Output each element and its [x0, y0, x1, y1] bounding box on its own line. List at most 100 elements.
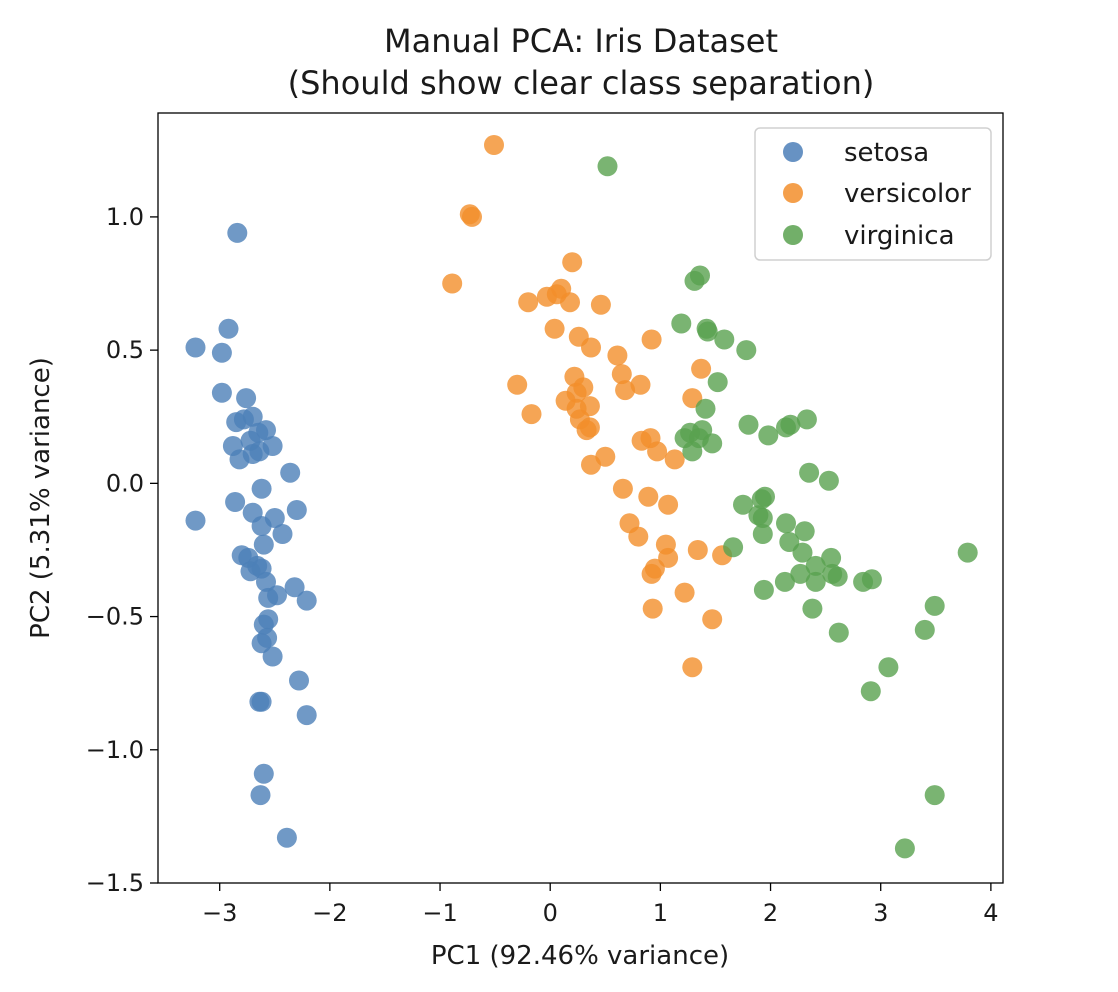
point-virginica-5: [697, 321, 718, 342]
point-versicolor-9: [560, 292, 580, 313]
point-versicolor-35: [664, 449, 685, 470]
point-versicolor-48: [641, 563, 662, 584]
point-versicolor-50: [642, 598, 663, 619]
point-versicolor-14: [581, 337, 601, 358]
point-setosa-19: [225, 492, 246, 512]
point-virginica-48: [828, 622, 849, 643]
point-setosa-25: [272, 524, 293, 544]
legend-frame: [754, 127, 992, 261]
point-virginica-21: [799, 462, 820, 483]
point-versicolor-37: [581, 454, 601, 475]
point-setosa-16: [229, 449, 250, 470]
point-versicolor-2: [462, 206, 482, 227]
point-setosa-46: [253, 763, 274, 784]
point-virginica-47: [914, 619, 935, 640]
point-versicolor-31: [579, 417, 600, 438]
legend-marker-virginica: [783, 225, 803, 245]
point-versicolor-16: [611, 364, 632, 385]
point-setosa-8: [226, 412, 247, 433]
point-setosa-2: [185, 337, 206, 358]
point-versicolor-29: [521, 404, 542, 425]
point-virginica-11: [758, 425, 779, 446]
y-tick-label-4: 0.5: [106, 336, 144, 364]
point-virginica-20: [682, 441, 703, 462]
y-tick-label-3: 0.0: [106, 469, 144, 497]
chart-title: Manual PCA: Iris Dataset: [384, 22, 778, 60]
x-tick-label-4: 1: [653, 899, 668, 927]
point-versicolor-12: [544, 318, 565, 339]
point-versicolor-22: [615, 380, 636, 401]
point-virginica-50: [860, 681, 881, 702]
point-virginica-36: [790, 563, 811, 584]
x-tick-label-2: −1: [422, 899, 457, 927]
point-setosa-5: [236, 388, 257, 409]
x-tick-label-0: −3: [202, 899, 237, 927]
point-setosa-1: [218, 318, 239, 339]
point-virginica-43: [753, 579, 774, 600]
point-virginica-13: [780, 414, 801, 435]
point-setosa-26: [253, 534, 274, 555]
point-virginica-9: [695, 398, 716, 419]
point-virginica-51: [924, 785, 945, 806]
point-virginica-46: [802, 598, 823, 619]
legend-marker-versicolor: [783, 183, 803, 203]
point-versicolor-49: [674, 582, 695, 603]
point-virginica-44: [957, 542, 978, 563]
y-tick-label-5: 1.0: [106, 203, 144, 231]
point-virginica-14: [796, 409, 817, 430]
point-versicolor-10: [590, 294, 611, 315]
point-virginica-27: [752, 508, 773, 528]
y-tick-label-0: −1.5: [86, 869, 144, 897]
point-versicolor-39: [638, 486, 659, 507]
point-setosa-43: [296, 705, 317, 726]
point-setosa-34: [284, 577, 305, 598]
point-setosa-32: [256, 571, 276, 592]
point-setosa-40: [251, 633, 272, 654]
point-setosa-42: [289, 670, 309, 691]
y-tick-label-2: −0.5: [86, 603, 144, 631]
point-virginica-28: [776, 513, 796, 534]
point-virginica-45: [924, 595, 945, 616]
point-setosa-21: [286, 500, 307, 520]
point-virginica-2: [684, 270, 705, 291]
y-tick-label-1: −1.0: [86, 736, 144, 764]
point-virginica-39: [805, 571, 826, 592]
y-axis-label: PC2 (5.31% variance): [26, 357, 56, 639]
point-virginica-38: [774, 571, 795, 592]
point-virginica-40: [827, 566, 848, 587]
point-virginica-32: [723, 537, 744, 558]
point-setosa-41: [262, 646, 283, 667]
legend: setosa versicolor virginica: [754, 127, 992, 261]
point-versicolor-40: [658, 494, 679, 515]
point-virginica-8: [707, 372, 728, 393]
point-versicolor-51: [702, 609, 723, 630]
point-setosa-45: [251, 691, 272, 712]
axis-ticks: −3 −2 −1 0 1 2 3 4 −1.5 −1.0 −0.5 0.0 0.5 1.0: [86, 203, 999, 927]
point-setosa-48: [276, 827, 297, 848]
point-versicolor-42: [628, 526, 649, 547]
point-virginica-30: [752, 524, 773, 544]
data-points: [185, 135, 978, 859]
legend-label-versicolor: versicolor: [844, 179, 971, 209]
point-versicolor-0: [484, 135, 504, 155]
point-virginica-22: [818, 470, 839, 491]
point-setosa-18: [251, 478, 272, 499]
point-virginica-35: [805, 555, 826, 576]
x-tick-label-6: 3: [873, 899, 888, 927]
point-versicolor-52: [682, 657, 703, 678]
point-virginica-52: [894, 838, 915, 859]
x-axis-label: PC1 (92.46% variance): [431, 941, 729, 971]
point-virginica-29: [794, 521, 815, 542]
point-versicolor-8: [518, 292, 539, 313]
point-setosa-3: [211, 342, 232, 363]
point-versicolor-18: [691, 358, 712, 379]
point-virginica-10: [738, 414, 759, 435]
chart-subtitle: (Should show clear class separation): [288, 64, 875, 102]
point-virginica-42: [861, 569, 882, 590]
legend-label-virginica: virginica: [844, 221, 955, 251]
point-setosa-47: [250, 785, 271, 806]
point-setosa-24: [251, 516, 272, 536]
point-virginica-0: [597, 156, 618, 177]
point-virginica-34: [821, 547, 842, 568]
